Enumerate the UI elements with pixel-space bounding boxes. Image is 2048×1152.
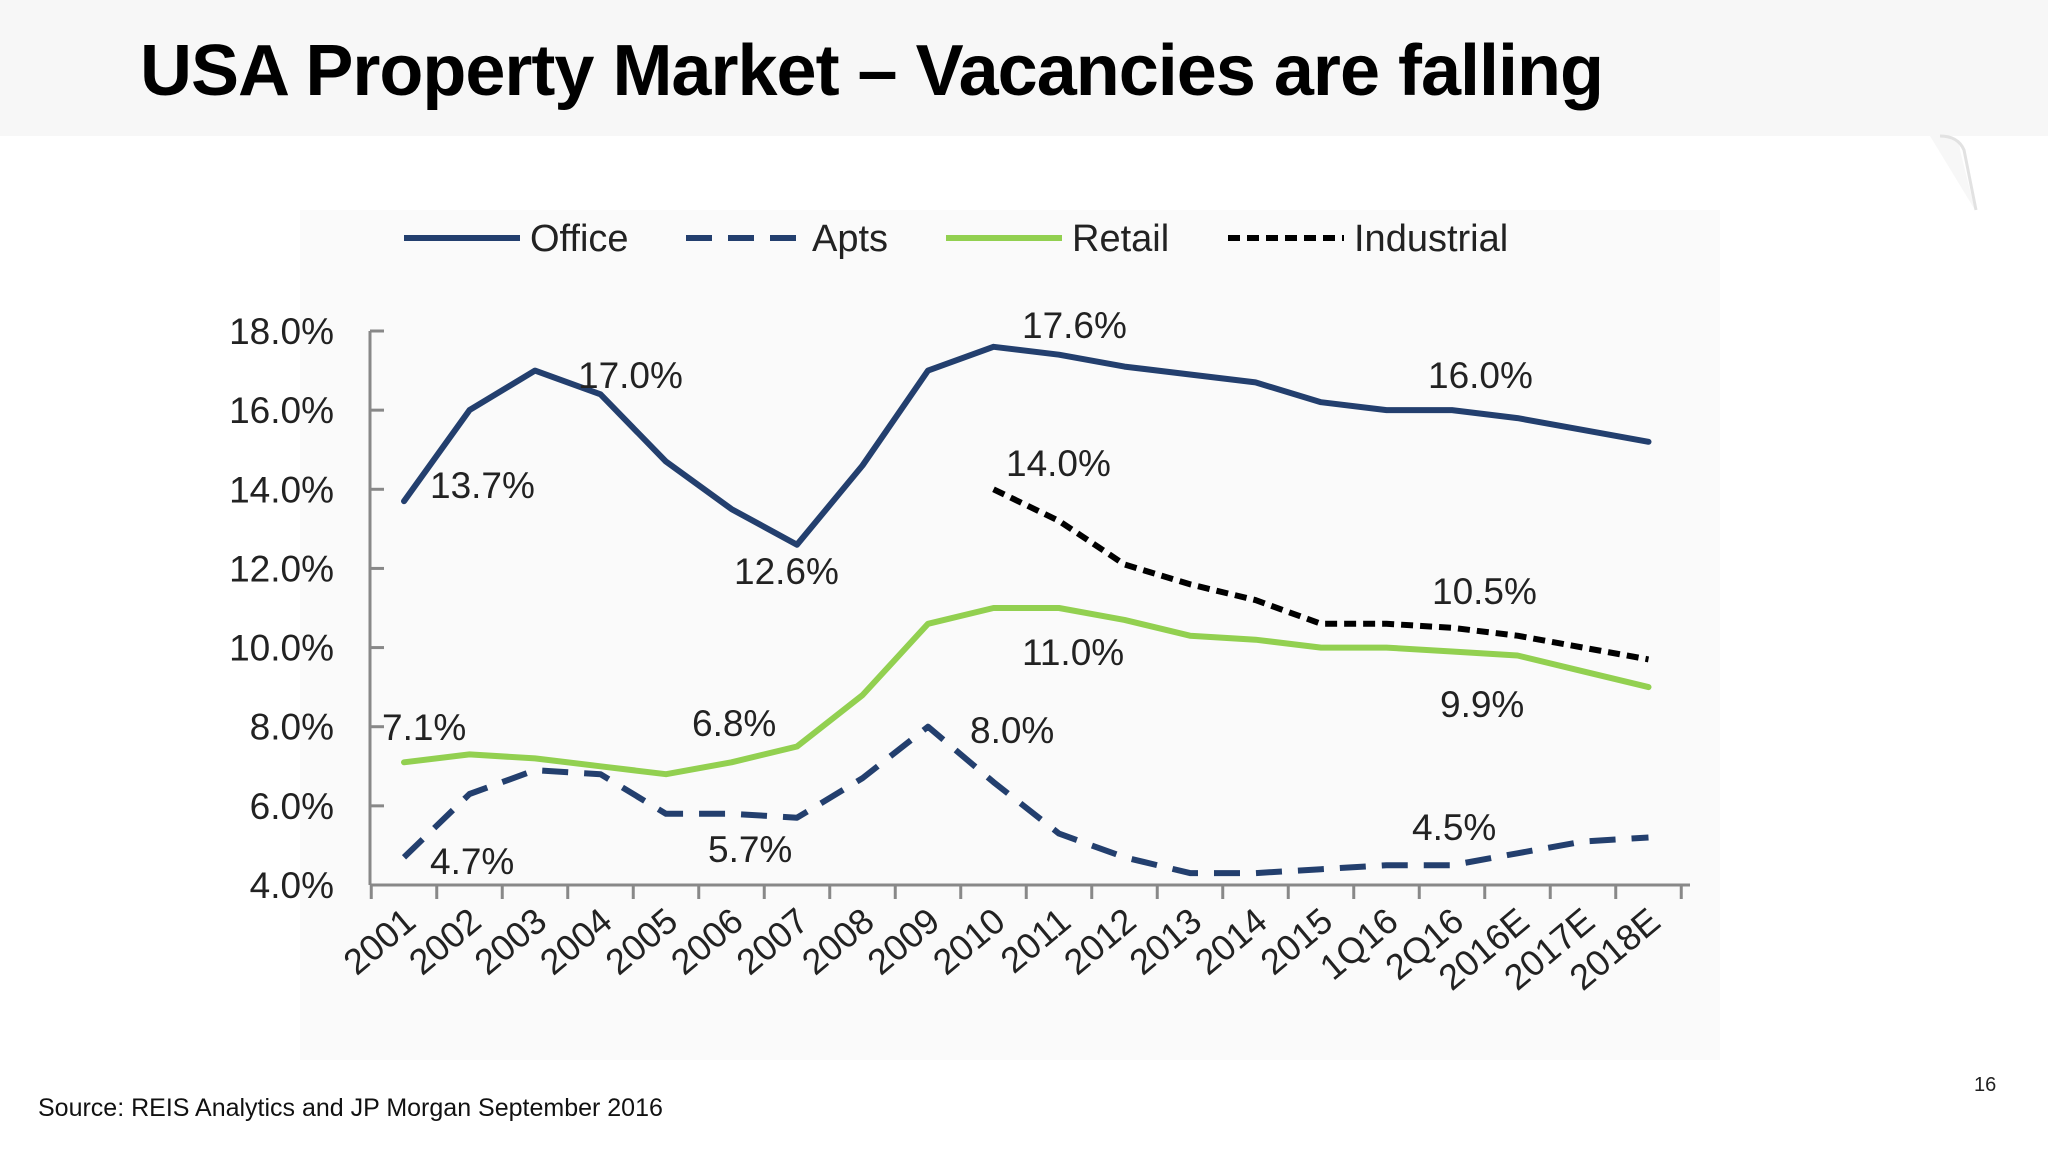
page-number: 16: [1974, 1074, 1997, 1096]
legend-label-office: Office: [530, 218, 629, 260]
series-line-industrial: [992, 486, 1650, 663]
series-line-office: [401, 343, 1652, 548]
y-tick-label: 14.0%: [229, 469, 334, 510]
y-tick-label: 16.0%: [229, 390, 334, 431]
data-label-industrial: 14.0%: [1006, 443, 1111, 484]
title-band-tail: [0, 134, 1978, 211]
chart-legend: Office Apts Retail Industrial: [404, 218, 1508, 260]
series-line-apts: [401, 723, 1649, 877]
legend-label-retail: Retail: [1072, 218, 1169, 260]
data-label-office: 13.7%: [430, 465, 535, 506]
y-tick-label: 6.0%: [250, 786, 334, 827]
chart-series: [401, 343, 1652, 877]
y-tick-label: 8.0%: [250, 707, 334, 748]
series-line-retail: [401, 605, 1652, 778]
legend-label-apts: Apts: [812, 218, 888, 260]
data-label-office: 12.6%: [734, 551, 839, 592]
source-note: Source: REIS Analytics and JP Morgan Sep…: [38, 1094, 663, 1122]
data-label-office: 17.6%: [1022, 305, 1127, 346]
line-chart: Office Apts Retail Industrial 4.0%6.0%8.0%1…: [229, 218, 1690, 999]
data-label-apts: 4.7%: [430, 841, 514, 882]
data-label-apts: 4.5%: [1412, 807, 1496, 848]
chart-data-labels: 13.7% 17.0% 12.6% 17.6% 16.0% 4.7% 5.7% 8.0% 4.5…: [382, 305, 1537, 882]
data-label-office: 16.0%: [1428, 355, 1533, 396]
y-tick-label: 4.0%: [250, 865, 334, 906]
data-label-office: 17.0%: [578, 355, 683, 396]
data-label-retail: 11.0%: [1022, 632, 1124, 673]
y-tick-label: 12.0%: [229, 548, 334, 589]
data-label-retail: 7.1%: [382, 707, 466, 748]
data-label-apts: 5.7%: [708, 829, 792, 870]
legend-label-industrial: Industrial: [1354, 218, 1508, 260]
data-label-industrial: 10.5%: [1432, 571, 1537, 612]
slide-title: USA Property Market – Vacancies are fall…: [140, 31, 1604, 111]
y-tick-label: 18.0%: [229, 311, 334, 352]
title-band: [0, 0, 2048, 136]
data-label-retail: 9.9%: [1440, 684, 1524, 725]
data-label-apts: 8.0%: [970, 710, 1054, 751]
y-tick-label: 10.0%: [229, 628, 334, 669]
data-label-retail: 6.8%: [692, 703, 776, 744]
